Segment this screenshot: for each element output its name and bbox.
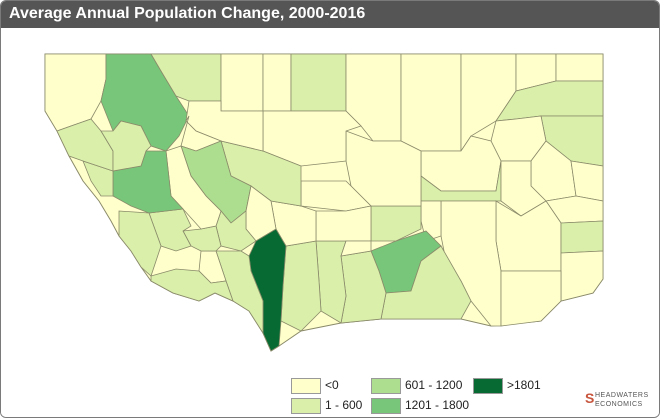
county-wibaux[interactable] xyxy=(570,160,604,202)
county-big-horn[interactable] xyxy=(500,270,562,327)
logo-line-1: HEADWATERS xyxy=(595,392,649,399)
county-granite[interactable] xyxy=(148,208,192,252)
counties xyxy=(44,53,604,352)
legend-swatch xyxy=(473,378,503,394)
county-golden-valley[interactable] xyxy=(340,240,372,257)
legend-label: >1801 xyxy=(507,378,541,392)
legend: <0 601 - 1200 >1801 1 - 600 1201 - 1800 xyxy=(291,374,591,414)
legend-swatch xyxy=(371,398,401,414)
logo-mark-icon: S xyxy=(585,390,595,406)
county-powder-river[interactable] xyxy=(560,250,604,302)
county-toole[interactable] xyxy=(220,53,264,112)
legend-label: <0 xyxy=(325,378,339,392)
county-lake[interactable] xyxy=(100,120,152,172)
legend-label: 601 - 1200 xyxy=(405,378,463,392)
legend-swatch xyxy=(291,398,321,414)
map-title: Average Annual Population Change, 2000-2… xyxy=(9,5,366,22)
map-area: <0 601 - 1200 >1801 1 - 600 1201 - 1800 xyxy=(1,28,659,417)
title-bar: Average Annual Population Change, 2000-2… xyxy=(1,1,659,28)
county-park[interactable] xyxy=(280,240,322,332)
logo-line-2: ECONOMICS xyxy=(595,401,643,408)
headwaters-economics-logo: S HEADWATERS ECONOMICS xyxy=(585,387,649,413)
county-phillips[interactable] xyxy=(400,53,462,152)
county-carter[interactable] xyxy=(560,220,604,254)
county-fergus[interactable] xyxy=(345,130,422,207)
county-carbon[interactable] xyxy=(380,245,472,320)
legend-label: 1 - 600 xyxy=(325,398,363,412)
county-ravalli[interactable] xyxy=(118,210,162,277)
legend-swatch xyxy=(291,378,321,394)
montana-county-map xyxy=(44,53,604,352)
county-hill[interactable] xyxy=(290,53,347,112)
legend-swatch xyxy=(371,378,401,394)
legend-label: 1201 - 1800 xyxy=(405,398,470,412)
county-wheatland[interactable] xyxy=(315,205,372,242)
county-liberty[interactable] xyxy=(262,53,292,112)
county-beaverhead[interactable] xyxy=(150,268,234,302)
county-custer[interactable] xyxy=(495,200,562,272)
county-sheridan[interactable] xyxy=(555,53,604,82)
